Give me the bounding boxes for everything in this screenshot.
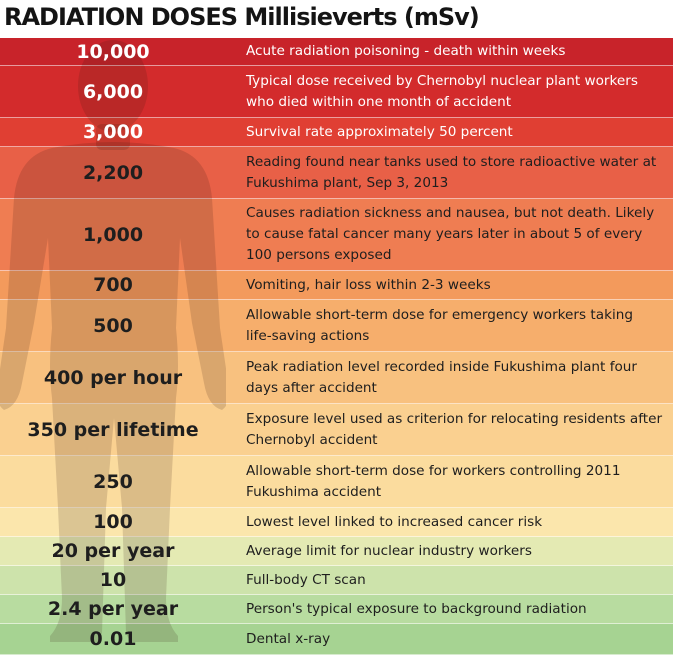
dose-value: 100 [93, 511, 133, 533]
dose-value: 20 per year [51, 540, 175, 562]
dose-value: 2.4 per year [47, 598, 179, 620]
dose-description: Reading found near tanks used to store r… [246, 153, 657, 191]
dose-row: 1,000 Causes radiation sickness and nause… [0, 199, 673, 271]
dose-description: Survival rate approximately 50 percent [246, 123, 513, 140]
dose-table: 0.01 Dental x-ray 2.4 per year Person's typ… [0, 38, 673, 655]
dose-row: 400 per hour Peak radiation level recorde… [0, 352, 673, 404]
dose-value: 400 per hour [43, 366, 183, 389]
dose-description: Causes radiation sickness and nausea, bu… [246, 205, 655, 263]
dose-row: 2,200 Reading found near tanks used to st… [0, 147, 673, 199]
dose-description: Average limit for nuclear industry worke… [246, 542, 532, 559]
dose-description: Dental x-ray [246, 630, 331, 647]
dose-value: 0.01 [89, 628, 137, 650]
dose-value: 10 [99, 569, 127, 591]
dose-value: 1,000 [82, 223, 144, 246]
dose-row: 0.01 Dental x-ray [0, 624, 673, 655]
dose-value: 2,200 [82, 161, 144, 184]
dose-description: Allowable short-term dose for workers co… [246, 462, 621, 500]
dose-row: 350 per lifetime Exposure level used as c… [0, 404, 673, 456]
dose-row: 250 Allowable short-term dose for workers… [0, 456, 673, 508]
dose-row: 500 Allowable short-term dose for emergen… [0, 300, 673, 352]
dose-row: 10 Full-body CT scan [0, 566, 673, 595]
dose-row: 6,000 Typical dose received by Chernobyl … [0, 66, 673, 118]
dose-row: 20 per year Average limit for nuclear ind… [0, 537, 673, 566]
dose-value: 350 per lifetime [27, 418, 199, 441]
dose-row: 2.4 per year Person's typical exposure to… [0, 595, 673, 624]
dose-value: 250 [93, 470, 133, 493]
dose-description: Exposure level used as criterion for rel… [246, 410, 663, 448]
dose-description: Person's typical exposure to background … [246, 600, 587, 617]
dose-row: 700 Vomiting, hair loss within 2-3 weeks [0, 271, 673, 300]
dose-description: Typical dose received by Chernobyl nucle… [246, 72, 638, 110]
dose-value: 500 [93, 314, 133, 337]
dose-value: 700 [93, 274, 133, 296]
dose-row: 3,000 Survival rate approximately 50 perc… [0, 118, 673, 147]
dose-description: Full-body CT scan [246, 571, 366, 588]
dose-row: 10,000 Acute radiation poisoning - death … [0, 38, 673, 66]
dose-value: 10,000 [76, 40, 150, 63]
dose-description: Vomiting, hair loss within 2-3 weeks [246, 276, 491, 293]
dose-value: 6,000 [82, 80, 144, 103]
dose-description: Acute radiation poisoning - death within… [246, 43, 566, 59]
dose-row: 100 Lowest level linked to increased canc… [0, 508, 673, 537]
dose-description: Allowable short-term dose for emergency … [246, 306, 633, 344]
dose-description: Lowest level linked to increased cancer … [246, 513, 543, 530]
dose-value: 3,000 [82, 121, 144, 143]
dose-description: Peak radiation level recorded inside Fuk… [246, 358, 637, 396]
page-title: RADIATION DOSES Millisieverts (mSv) [4, 3, 480, 31]
